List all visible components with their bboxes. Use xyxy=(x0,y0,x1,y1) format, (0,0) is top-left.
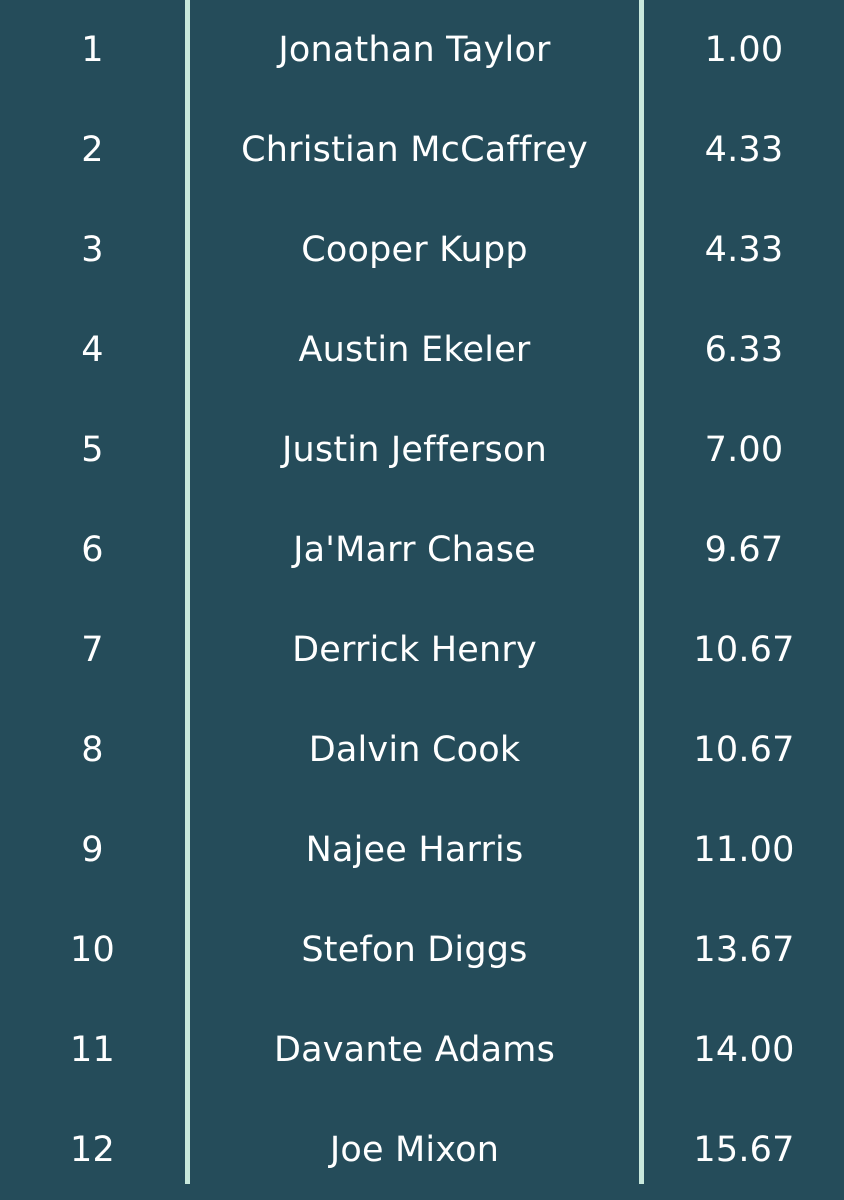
table-row: 7 Derrick Henry 10.67 xyxy=(0,600,844,700)
value-cell: 1.00 xyxy=(704,30,784,70)
rank-cell: 9 xyxy=(81,830,104,870)
table-row: 5 Justin Jefferson 7.00 xyxy=(0,400,844,500)
player-name-cell: Cooper Kupp xyxy=(301,230,528,270)
table-row: 11 Davante Adams 14.00 xyxy=(0,1000,844,1100)
player-name-cell: Ja'Marr Chase xyxy=(293,530,536,570)
value-cell: 10.67 xyxy=(693,730,795,770)
player-name-cell: Stefon Diggs xyxy=(301,930,528,970)
rank-cell: 6 xyxy=(81,530,104,570)
rank-cell: 12 xyxy=(70,1130,115,1170)
player-name-cell: Austin Ekeler xyxy=(298,330,531,370)
rank-cell: 3 xyxy=(81,230,104,270)
table-row: 9 Najee Harris 11.00 xyxy=(0,800,844,900)
table-row: 10 Stefon Diggs 13.67 xyxy=(0,900,844,1000)
table-row: 2 Christian McCaffrey 4.33 xyxy=(0,100,844,200)
value-cell: 15.67 xyxy=(693,1130,795,1170)
player-name-cell: Derrick Henry xyxy=(292,630,537,670)
table-row: 6 Ja'Marr Chase 9.67 xyxy=(0,500,844,600)
player-name-cell: Dalvin Cook xyxy=(308,730,521,770)
value-cell: 13.67 xyxy=(693,930,795,970)
rank-cell: 7 xyxy=(81,630,104,670)
player-name-cell: Davante Adams xyxy=(273,1030,556,1070)
value-cell: 7.00 xyxy=(704,430,784,470)
player-name-cell: Joe Mixon xyxy=(329,1130,500,1170)
table-row: 3 Cooper Kupp 4.33 xyxy=(0,200,844,300)
player-name-cell: Najee Harris xyxy=(305,830,524,870)
value-cell: 9.67 xyxy=(704,530,784,570)
table-row: 4 Austin Ekeler 6.33 xyxy=(0,300,844,400)
value-cell: 11.00 xyxy=(693,830,795,870)
rank-cell: 5 xyxy=(81,430,104,470)
column-divider-left xyxy=(185,0,190,1184)
rank-cell: 2 xyxy=(81,130,104,170)
table-row: 8 Dalvin Cook 10.67 xyxy=(0,700,844,800)
value-cell: 6.33 xyxy=(704,330,784,370)
table-row: 12 Joe Mixon 15.67 xyxy=(0,1100,844,1200)
rank-cell: 10 xyxy=(70,930,115,970)
column-divider-right xyxy=(639,0,644,1184)
value-cell: 10.67 xyxy=(693,630,795,670)
table-row: 1 Jonathan Taylor 1.00 xyxy=(0,0,844,100)
rank-cell: 1 xyxy=(81,30,104,70)
player-name-cell: Christian McCaffrey xyxy=(241,130,588,170)
player-name-cell: Justin Jefferson xyxy=(282,430,547,470)
player-name-cell: Jonathan Taylor xyxy=(278,30,551,70)
rank-cell: 11 xyxy=(70,1030,115,1070)
rank-cell: 8 xyxy=(81,730,104,770)
rank-cell: 4 xyxy=(81,330,104,370)
value-cell: 14.00 xyxy=(693,1030,795,1070)
value-cell: 4.33 xyxy=(704,230,784,270)
value-cell: 4.33 xyxy=(704,130,784,170)
